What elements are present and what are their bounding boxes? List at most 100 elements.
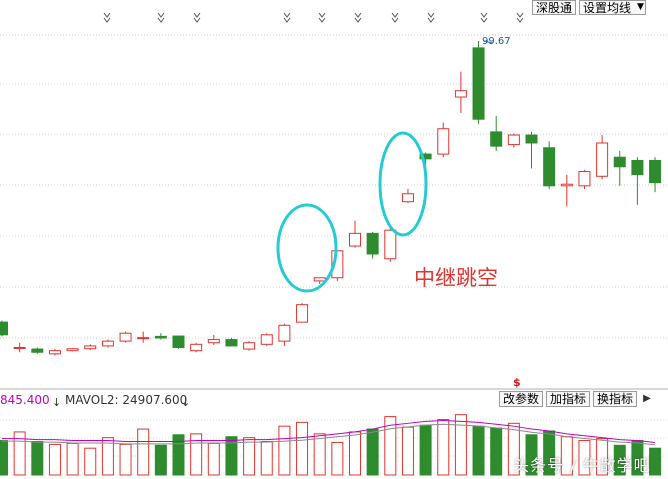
event-marker-icon: [193, 12, 201, 23]
volume-bar: [366, 428, 379, 476]
sgt-button[interactable]: 深股通: [532, 0, 577, 15]
candle-body: [66, 348, 79, 352]
candle-body: [472, 47, 485, 120]
scroll-right-icon[interactable]: ▶: [643, 393, 651, 404]
candle-body: [313, 277, 326, 282]
event-marker-icon: [354, 12, 362, 23]
candle-body: [649, 159, 662, 184]
max-pointer-icon: [483, 40, 493, 44]
candle-body: [366, 232, 379, 255]
candle-body: [172, 335, 185, 348]
candle-body: [631, 159, 644, 176]
price-grid: [0, 34, 668, 390]
candle-body: [578, 171, 591, 187]
volume-bar: [154, 444, 167, 476]
candle-body: [384, 229, 397, 260]
chevron-down-icon[interactable]: ▼: [637, 2, 644, 12]
candle-body: [31, 348, 44, 353]
event-marker-icon: [103, 12, 111, 23]
dollar-marker-icon: $: [513, 376, 521, 389]
volume-bar: [313, 433, 326, 476]
event-marker-icon: [516, 12, 524, 23]
candle-body: [48, 350, 61, 355]
mavol-line: [2, 423, 656, 446]
volume-ma-line: [2, 419, 656, 446]
volume-bar: [119, 443, 132, 476]
volume-bar: [472, 425, 485, 476]
gap-highlights: [276, 131, 428, 293]
volume-bar: [190, 433, 203, 476]
volume-bar: [31, 441, 44, 476]
mavol-line: [2, 419, 656, 443]
candle-body: [0, 321, 8, 336]
volume-bar: [419, 424, 432, 476]
candle-body: [613, 156, 626, 168]
gap-highlight-ellipse: [276, 203, 338, 293]
candle-body: [260, 334, 273, 345]
candle-body: [490, 131, 503, 147]
mavol2-label: MAVOL2: 24907.600: [65, 393, 188, 407]
volume-bar: [437, 418, 450, 476]
candle-body: [507, 134, 520, 146]
down-arrow-icon: ↓: [181, 396, 191, 409]
candle-body: [101, 340, 114, 347]
event-marker-icon: [157, 12, 165, 23]
volume-bar: [596, 438, 609, 476]
volume-bar: [84, 447, 97, 476]
volume-bar: [13, 431, 26, 476]
volume-bar: [101, 437, 114, 476]
volume-bar: [507, 422, 520, 476]
ma-settings-button[interactable]: 设置均线: [579, 0, 647, 15]
candle-body: [419, 153, 432, 160]
event-marker-icon: [318, 12, 326, 23]
volume-bar: [260, 441, 273, 476]
volume-bar: [613, 444, 626, 476]
candle-body: [543, 147, 556, 187]
candle-body: [560, 183, 573, 187]
switch-indicator-button[interactable]: 换指标: [593, 391, 638, 407]
candle-body: [243, 342, 256, 350]
candle-body: [401, 193, 414, 203]
volume-bar: [0, 440, 8, 476]
add-indicator-button[interactable]: 加指标: [546, 391, 591, 407]
watermark-text: 头条号 / 牛散学吧: [513, 456, 651, 475]
candle-body: [454, 90, 467, 98]
edit-params-button[interactable]: 改参数: [499, 391, 544, 407]
candle-body: [296, 304, 309, 323]
candle-body: [119, 332, 132, 342]
candle-body: [437, 128, 450, 155]
volume-bar: [349, 431, 361, 476]
event-marker-icon: [283, 12, 291, 23]
ma-settings-label: 设置均线: [583, 1, 632, 15]
candle-body: [84, 345, 97, 350]
volume-bar: [278, 425, 291, 476]
candle-body: [596, 142, 609, 177]
candle-body: [278, 324, 291, 342]
event-marker-icon: [480, 12, 488, 23]
max-price-label: 99.67: [482, 36, 511, 47]
candles: [0, 40, 662, 356]
volume-bar: [296, 421, 309, 476]
volume-bar: [331, 441, 344, 476]
event-marker-icon: [391, 12, 399, 23]
volume-bar: [137, 428, 150, 476]
volume-bar: [490, 427, 503, 476]
event-marker-icon: [427, 12, 435, 23]
volume-bars: [0, 414, 662, 476]
volume-bar: [172, 434, 185, 476]
vol-value-label: 845.400: [0, 393, 50, 407]
event-markers: [103, 12, 524, 23]
candle-body: [154, 335, 167, 339]
volume-bar: [525, 434, 538, 476]
candle-body: [13, 346, 26, 349]
candle-body: [225, 339, 238, 347]
volume-bar: [207, 442, 220, 476]
volume-bar: [48, 443, 61, 476]
candle-body: [349, 232, 361, 247]
candle-body: [207, 339, 220, 344]
volume-bar: [649, 447, 662, 476]
volume-bar: [578, 440, 591, 476]
volume-bar: [225, 436, 238, 476]
